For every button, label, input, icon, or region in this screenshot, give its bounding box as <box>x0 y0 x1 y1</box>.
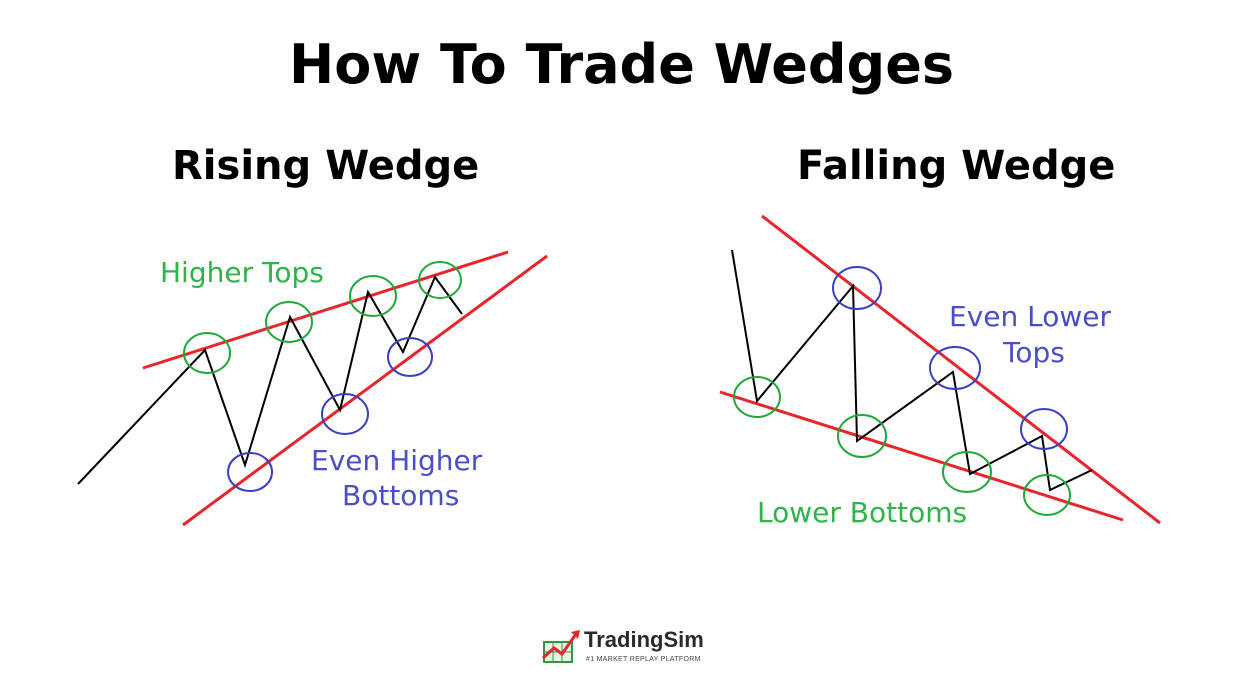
rising-wedge-diagram: Higher Tops Even Higher Bottoms <box>77 250 548 527</box>
falling-bottoms-label: Lower Bottoms <box>757 496 967 529</box>
rising-bottom-circle <box>227 452 273 492</box>
page-title: How To Trade Wedges <box>289 33 954 96</box>
logo-tagline: #1 MARKET REPLAY PLATFORM <box>586 656 701 663</box>
rising-upper-trendline <box>142 250 509 370</box>
falling-tops-label-line2: Tops <box>1002 336 1065 369</box>
falling-top-circle <box>929 346 981 390</box>
falling-lower-trendline <box>719 390 1124 522</box>
falling-price-line <box>731 249 1093 492</box>
rising-lower-trendline <box>182 254 548 527</box>
falling-wedge-title: Falling Wedge <box>797 143 1116 189</box>
rising-tops-label: Higher Tops <box>160 256 324 289</box>
tradingsim-logo: TradingSim #1 MARKET REPLAY PLATFORM <box>540 628 715 668</box>
falling-bottom-circle <box>733 376 781 418</box>
rising-wedge-title: Rising Wedge <box>172 143 480 189</box>
rising-top-circle <box>265 301 313 343</box>
rising-top-circle <box>349 275 397 317</box>
logo-name: TradingSim <box>584 627 704 652</box>
rising-bottom-circle <box>387 337 433 377</box>
falling-bottom-circle <box>942 451 992 493</box>
logo-chart-icon <box>541 630 580 663</box>
rising-price-line <box>77 274 463 485</box>
falling-bottom-circle <box>1023 474 1071 516</box>
falling-top-circle <box>832 266 882 310</box>
rising-bottom-circle <box>321 393 369 435</box>
falling-upper-trendline <box>761 214 1161 525</box>
rising-bottoms-label-line2: Bottoms <box>342 479 459 512</box>
falling-bottom-circle <box>837 414 887 458</box>
falling-top-circle <box>1020 408 1068 450</box>
falling-tops-label-line1: Even Lower <box>949 300 1112 333</box>
rising-top-circle <box>418 261 462 299</box>
rising-bottoms-label-line1: Even Higher <box>311 444 483 477</box>
falling-wedge-diagram: Even Lower Tops Lower Bottoms <box>719 214 1161 529</box>
rising-top-circle <box>183 332 231 374</box>
